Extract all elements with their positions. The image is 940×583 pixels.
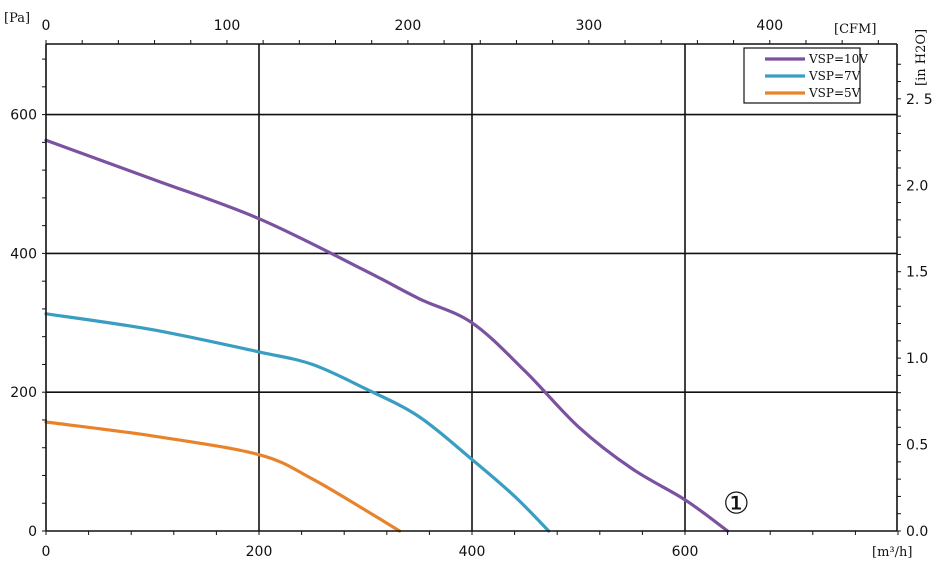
- x-top-tick-label: 300: [575, 18, 602, 34]
- curve-annotation: ①: [723, 487, 750, 522]
- x-top-tick-label: 0: [42, 18, 51, 34]
- series-lines: [44, 138, 730, 533]
- series-line-vsp-7v: [44, 312, 551, 533]
- y-right-unit: [in H2O]: [914, 29, 929, 86]
- x-tick-label: 600: [672, 544, 699, 560]
- y-left-unit: [Pa]: [4, 11, 30, 26]
- legend-label: VSP=10V: [808, 52, 868, 66]
- legend-label: VSP=5V: [808, 86, 861, 100]
- x-top-unit: [CFM]: [834, 22, 876, 37]
- y-tick-label: 200: [10, 385, 37, 401]
- y-right-tick-label: 0.5: [906, 438, 928, 454]
- x-top-tick-label: 100: [214, 18, 241, 34]
- y-right-tick-label: 2. 5: [906, 92, 933, 108]
- x-top-tick-label: 400: [756, 18, 783, 34]
- legend: VSP=10V VSP=7V VSP=5V: [743, 47, 868, 104]
- y-right-tick-label: 1.5: [906, 265, 928, 281]
- y-tick-label: 0: [28, 524, 37, 540]
- x-top-tick-label: 200: [395, 18, 422, 34]
- x-tick-label: 200: [246, 544, 273, 560]
- grid: [46, 44, 897, 531]
- series-line-vsp-5v: [44, 420, 402, 533]
- y-right-tick-label: 1.0: [906, 351, 928, 367]
- y-right-tick-label: 0.0: [906, 524, 928, 540]
- x-bottom-unit: [m³/h]: [872, 545, 912, 560]
- axes: [42, 40, 901, 535]
- x-tick-label: 0: [42, 544, 51, 560]
- tick-labels: 0 200 400 600 0 200 400 600 0 100 200 300 400 0.0 0.5 1…: [10, 18, 932, 560]
- x-tick-label: 400: [459, 544, 486, 560]
- legend-label: VSP=7V: [808, 69, 861, 83]
- y-right-tick-label: 2.0: [906, 178, 928, 194]
- y-tick-label: 400: [10, 246, 37, 262]
- y-tick-label: 600: [10, 108, 37, 124]
- series-line-vsp-10v: [44, 138, 730, 533]
